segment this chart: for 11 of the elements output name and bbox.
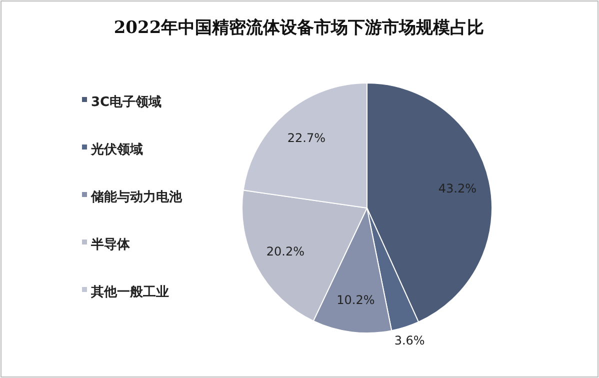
chart-title: 2022年中国精密流体设备市场下游市场规模占比	[114, 18, 484, 38]
legend-label: 光伏领域	[90, 142, 143, 158]
data-label: 20.2%	[266, 244, 305, 259]
legend-label: 其他一般工业	[90, 285, 169, 300]
legend-label: 3C电子领域	[91, 95, 162, 110]
data-label: 22.7%	[287, 131, 326, 146]
legend-label: 储能与动力电池	[90, 189, 183, 205]
legend-label: 半导体	[90, 238, 131, 252]
data-label: 43.2%	[438, 182, 476, 196]
data-label: 3.6%	[394, 333, 425, 348]
data-label: 10.2%	[336, 292, 375, 307]
